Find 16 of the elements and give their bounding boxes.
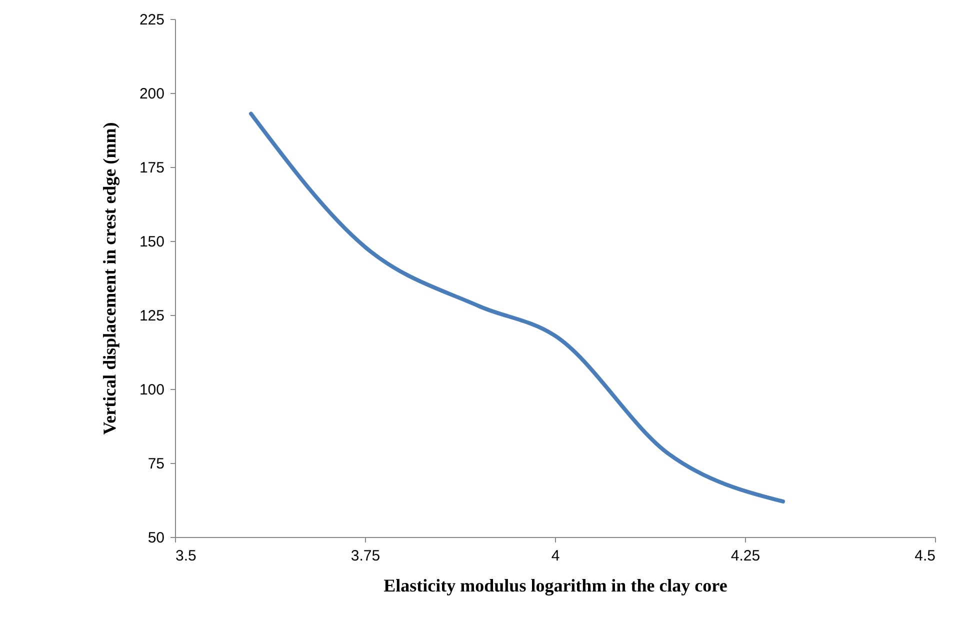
y-tick-label: 150 (139, 234, 164, 250)
x-tick-label: 4.25 (730, 548, 760, 564)
x-tick-label: 4.5 (914, 548, 936, 564)
y-axis-title: Vertical displacement in crest edge (mm) (99, 122, 120, 435)
y-tick-label: 100 (139, 382, 164, 398)
y-tick-label: 75 (148, 456, 164, 472)
y-tick-label: 125 (139, 308, 164, 324)
x-tick-label: 3.5 (176, 548, 196, 564)
y-tick-label: 175 (139, 160, 164, 176)
y-tick-label: 50 (148, 530, 164, 546)
y-tick-label: 225 (139, 12, 164, 28)
y-tick-label: 200 (139, 86, 164, 102)
line-series (249, 112, 785, 504)
x-axis-title: Elasticity modulus logarithm in the clay core (384, 576, 728, 596)
x-tick-label: 3.75 (350, 548, 380, 564)
x-tick-label: 4 (551, 548, 560, 564)
